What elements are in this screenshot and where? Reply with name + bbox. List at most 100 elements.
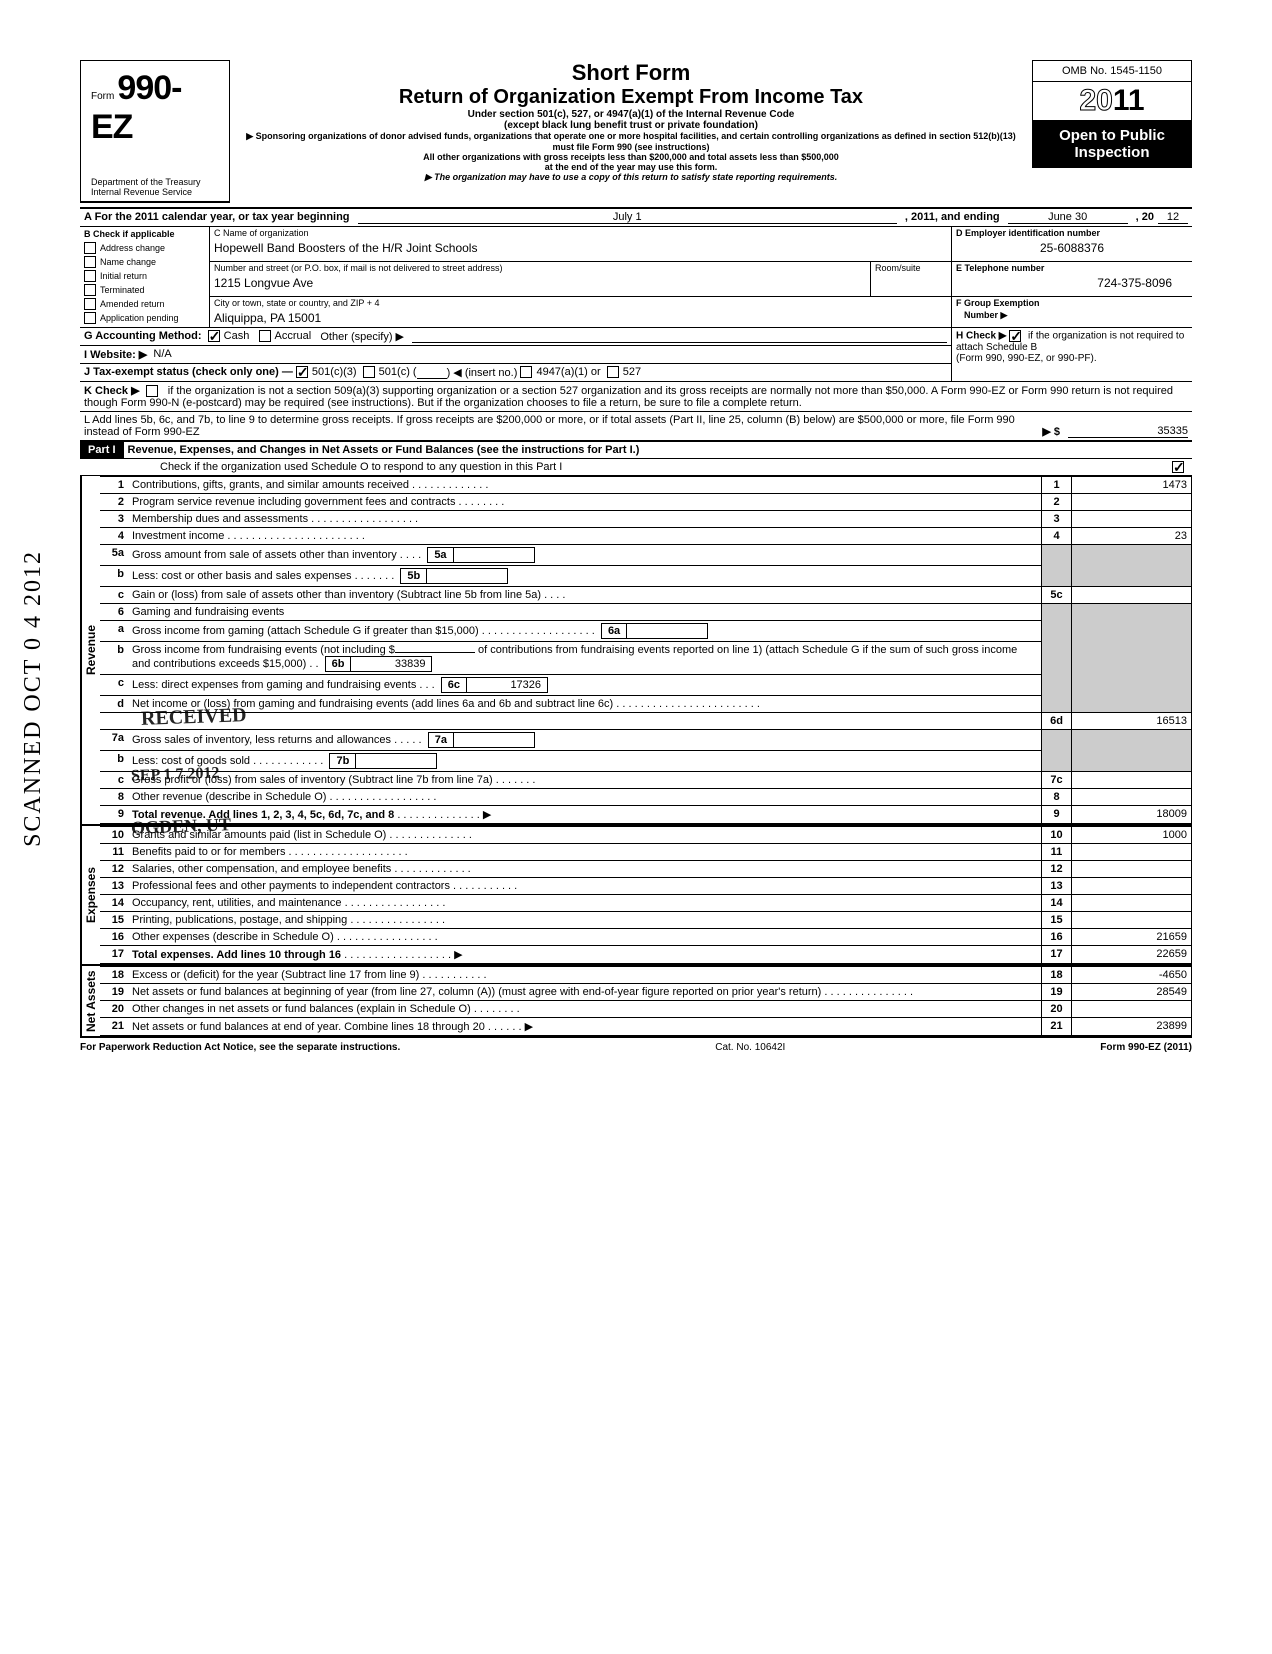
line1-amt[interactable]: 1473 — [1072, 477, 1192, 494]
org-address[interactable]: 1215 Longvue Ave — [210, 274, 870, 296]
label-room: Room/suite — [871, 262, 951, 274]
line7c-amt[interactable] — [1072, 772, 1192, 789]
label-address: Number and street (or P.O. box, if mail … — [210, 262, 870, 274]
line18-desc: Excess or (deficit) for the year (Subtra… — [132, 969, 419, 981]
line21-amt[interactable]: 23899 — [1072, 1018, 1192, 1036]
line15-amt[interactable] — [1072, 912, 1192, 929]
chk-501c3[interactable] — [296, 366, 308, 378]
org-name[interactable]: Hopewell Band Boosters of the H/R Joint … — [210, 239, 951, 261]
chk-pending[interactable] — [84, 312, 96, 324]
subtitle-3: ▶ Sponsoring organizations of donor advi… — [240, 131, 1022, 152]
line5a-amt[interactable] — [454, 548, 534, 562]
tax-year-end-month[interactable]: June 30 — [1008, 211, 1128, 224]
section-h-text2: (Form 990, 990-EZ, or 990-PF). — [956, 353, 1097, 364]
line12-amt[interactable] — [1072, 861, 1192, 878]
line11-amt[interactable] — [1072, 844, 1192, 861]
ein[interactable]: 25-6088376 — [952, 239, 1192, 261]
line20-desc: Other changes in net assets or fund bala… — [132, 1003, 471, 1015]
chk-terminated[interactable] — [84, 284, 96, 296]
line17-amt[interactable]: 22659 — [1072, 946, 1192, 964]
line7b-amt[interactable] — [356, 754, 436, 768]
subtitle-1: Under section 501(c), 527, or 4947(a)(1)… — [240, 109, 1022, 120]
label-city: City or town, state or country, and ZIP … — [210, 297, 951, 309]
tax-year-end-yr[interactable]: 12 — [1158, 211, 1188, 224]
chk-address-change[interactable] — [84, 242, 96, 254]
label-org-name: C Name of organization — [210, 227, 951, 239]
line13-amt[interactable] — [1072, 878, 1192, 895]
line5b-amt[interactable] — [427, 569, 507, 583]
footer-left: For Paperwork Reduction Act Notice, see … — [80, 1042, 400, 1053]
title-main: Return of Organization Exempt From Incom… — [240, 86, 1022, 109]
line8-amt[interactable] — [1072, 789, 1192, 806]
subtitle-4: All other organizations with gross recei… — [240, 152, 1022, 162]
line9-amt[interactable]: 18009 — [1072, 806, 1192, 824]
chk-initial-return[interactable] — [84, 270, 96, 282]
line20-amt[interactable] — [1072, 1001, 1192, 1018]
line16-desc: Other expenses (describe in Schedule O) — [132, 931, 334, 943]
form-label: Form 990-EZ — [91, 69, 219, 147]
part1-title: Revenue, Expenses, and Changes in Net As… — [124, 442, 1192, 458]
line5c-amt[interactable] — [1072, 587, 1192, 604]
line19-desc: Net assets or fund balances at beginning… — [132, 986, 821, 998]
section-l-text: L Add lines 5b, 6c, and 7b, to line 9 to… — [84, 414, 1034, 438]
line7b-desc: Less: cost of goods sold — [132, 755, 250, 767]
line7a-amt[interactable] — [454, 733, 534, 747]
line6-desc: Gaming and fundraising events — [132, 606, 284, 618]
line9-desc: Total revenue. Add lines 1, 2, 3, 4, 5c,… — [132, 809, 394, 821]
line14-desc: Occupancy, rent, utilities, and maintena… — [132, 897, 342, 909]
line15-desc: Printing, publications, postage, and shi… — [132, 914, 347, 926]
line5c-desc: Gain or (loss) from sale of assets other… — [132, 589, 541, 601]
vlabel-revenue: Revenue — [81, 476, 100, 824]
line6a-amt[interactable] — [627, 624, 707, 638]
line21-desc: Net assets or fund balances at end of ye… — [132, 1021, 485, 1033]
tax-year-begin[interactable]: July 1 — [358, 211, 897, 224]
line2-amt[interactable] — [1072, 494, 1192, 511]
line6b-amt[interactable]: 33839 — [351, 657, 431, 671]
phone[interactable]: 724-375-8096 — [952, 274, 1192, 296]
omb-number: OMB No. 1545-1150 — [1032, 60, 1192, 82]
section-b-header: B Check if applicable — [80, 227, 209, 241]
line6c-amt[interactable]: 17326 — [467, 678, 547, 692]
line3-desc: Membership dues and assessments — [132, 513, 308, 525]
chk-accrual[interactable] — [259, 330, 271, 342]
other-method[interactable] — [412, 330, 947, 343]
line1-desc: Contributions, gifts, grants, and simila… — [132, 479, 409, 491]
chk-501c[interactable] — [363, 366, 375, 378]
website[interactable]: N/A — [153, 348, 171, 361]
line5b-desc: Less: cost or other basis and sales expe… — [132, 570, 352, 582]
chk-4947[interactable] — [520, 366, 532, 378]
org-city[interactable]: Aliquippa, PA 15001 — [210, 309, 951, 327]
footer-form: Form 990-EZ (2011) — [1100, 1042, 1192, 1053]
chk-section-k[interactable] — [146, 385, 158, 397]
line4-amt[interactable]: 23 — [1072, 528, 1192, 545]
line6a-desc: Gross income from gaming (attach Schedul… — [132, 625, 479, 637]
section-a-yr-prefix: , 20 — [1136, 211, 1154, 224]
chk-527[interactable] — [607, 366, 619, 378]
chk-schedule-o[interactable] — [1172, 461, 1184, 473]
section-j-label: J Tax-exempt status (check only one) — — [84, 366, 293, 379]
part1-check-text: Check if the organization used Schedule … — [160, 461, 1172, 473]
chk-name-change[interactable] — [84, 256, 96, 268]
line3-amt[interactable] — [1072, 511, 1192, 528]
vlabel-expenses: Expenses — [81, 826, 100, 964]
chk-amended[interactable] — [84, 298, 96, 310]
section-l-arrow: ▶ $ — [1042, 425, 1060, 438]
line10-amt[interactable]: 1000 — [1072, 827, 1192, 844]
label-phone: E Telephone number — [952, 262, 1192, 274]
chk-schedule-b[interactable] — [1009, 330, 1021, 342]
line6d-amt[interactable]: 16513 — [1072, 713, 1192, 730]
line16-amt[interactable]: 21659 — [1072, 929, 1192, 946]
line11-desc: Benefits paid to or for members — [132, 846, 285, 858]
501c-num[interactable] — [417, 366, 447, 379]
chk-cash[interactable] — [208, 330, 220, 342]
part1-header: Part I — [80, 442, 124, 458]
line14-amt[interactable] — [1072, 895, 1192, 912]
scanned-stamp: SCANNED OCT 0 4 2012 — [20, 550, 47, 847]
line6c-desc: Less: direct expenses from gaming and fu… — [132, 679, 416, 691]
line18-amt[interactable]: -4650 — [1072, 967, 1192, 984]
section-i-label: I Website: ▶ — [84, 348, 147, 361]
line19-amt[interactable]: 28549 — [1072, 984, 1192, 1001]
line17-desc: Total expenses. Add lines 10 through 16 — [132, 949, 341, 961]
line13-desc: Professional fees and other payments to … — [132, 880, 450, 892]
gross-receipts[interactable]: 35335 — [1068, 425, 1188, 438]
